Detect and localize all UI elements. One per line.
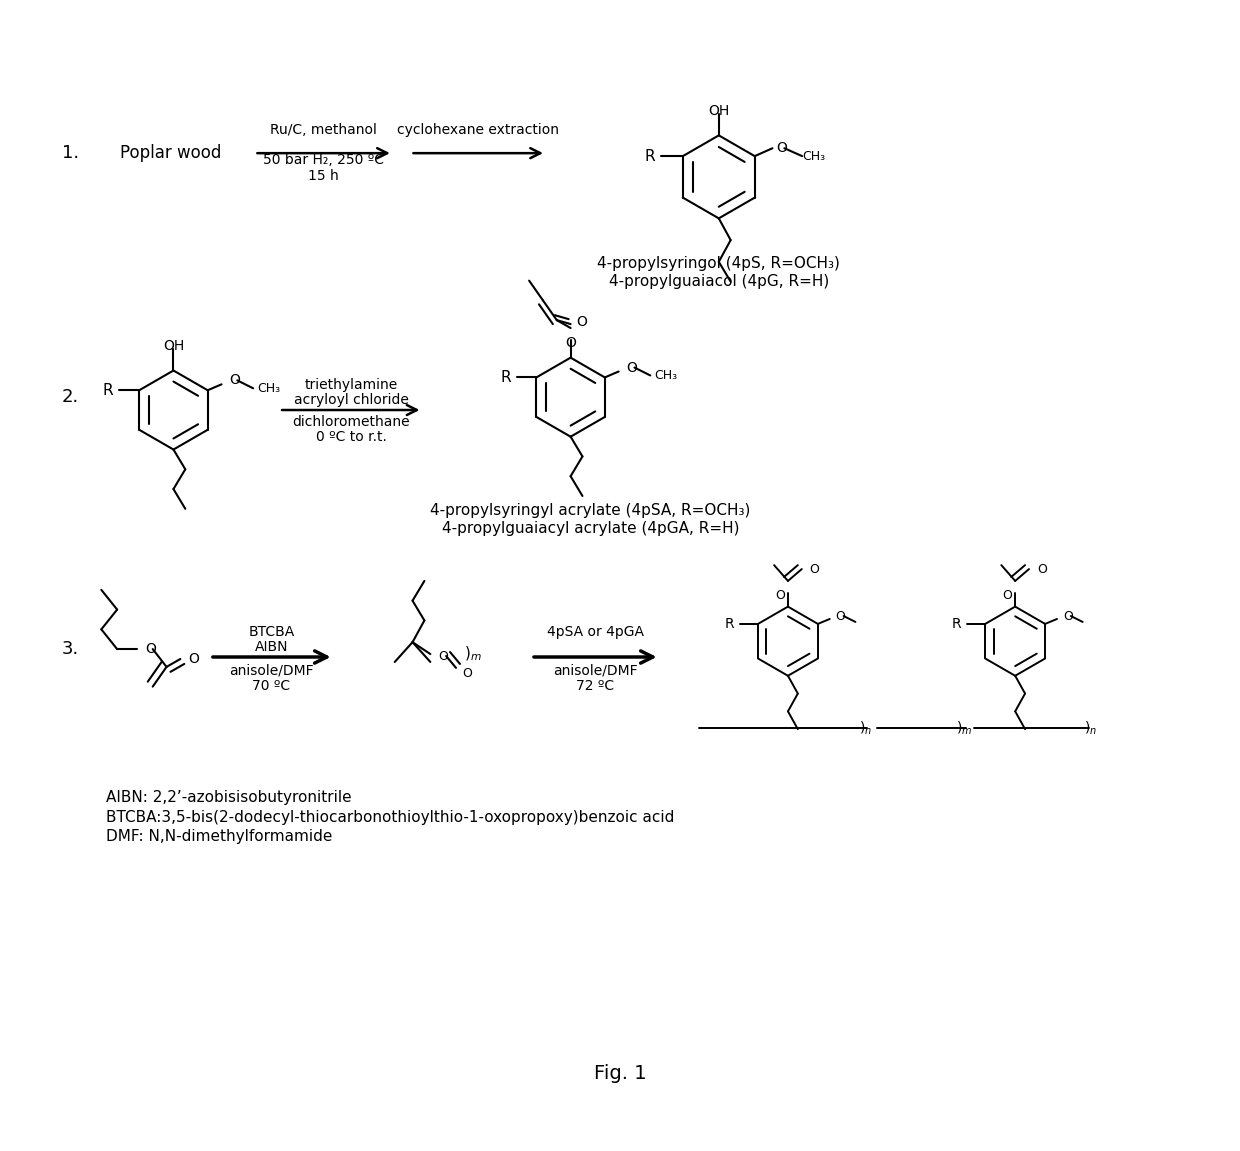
Text: 4-propylsyringyl acrylate (4pSA, R=OCH₃): 4-propylsyringyl acrylate (4pSA, R=OCH₃) — [430, 503, 750, 518]
Text: AIBN: AIBN — [254, 640, 288, 654]
Text: OH: OH — [162, 338, 184, 353]
Text: O: O — [810, 563, 820, 576]
Text: O: O — [577, 315, 588, 329]
Text: R: R — [952, 617, 961, 631]
Text: 15 h: 15 h — [309, 169, 339, 183]
Text: )$_m$: )$_m$ — [464, 645, 481, 663]
Text: O: O — [145, 642, 156, 656]
Text: anisole/DMF: anisole/DMF — [229, 664, 314, 678]
Text: AIBN: 2,2’-azobisisobutyronitrile: AIBN: 2,2’-azobisisobutyronitrile — [107, 790, 352, 805]
Text: O: O — [1063, 610, 1073, 623]
Text: CH₃: CH₃ — [257, 382, 280, 395]
Text: 2.: 2. — [62, 388, 79, 406]
Text: R: R — [645, 148, 655, 163]
Text: 50 bar H₂, 250 ºC: 50 bar H₂, 250 ºC — [263, 153, 384, 167]
Text: BTCBA: BTCBA — [248, 625, 294, 639]
Text: CH₃: CH₃ — [802, 150, 826, 162]
Text: Poplar wood: Poplar wood — [120, 144, 221, 162]
Text: acryloyl chloride: acryloyl chloride — [294, 394, 409, 407]
Text: O: O — [438, 649, 448, 663]
Text: BTCBA:3,5-bis(2-dodecyl-thiocarbonothioylthio-1-oxopropoxy)benzoic acid: BTCBA:3,5-bis(2-dodecyl-thiocarbonothioy… — [107, 809, 675, 824]
Text: O: O — [1002, 589, 1012, 602]
Text: dichloromethane: dichloromethane — [293, 414, 410, 429]
Text: 70 ºC: 70 ºC — [252, 679, 290, 693]
Text: R: R — [103, 383, 114, 398]
Text: O: O — [836, 610, 846, 623]
Text: 4pSA or 4pGA: 4pSA or 4pGA — [547, 625, 644, 639]
Text: CH₃: CH₃ — [655, 369, 677, 382]
Text: )$_n$: )$_n$ — [1084, 719, 1097, 737]
Text: anisole/DMF: anisole/DMF — [553, 664, 637, 678]
Text: )$_n$: )$_n$ — [859, 719, 872, 737]
Text: cyclohexane extraction: cyclohexane extraction — [397, 123, 559, 137]
Text: O: O — [463, 668, 471, 680]
Text: 72 ºC: 72 ºC — [577, 679, 614, 693]
Text: R: R — [500, 369, 511, 384]
Text: )$_m$: )$_m$ — [956, 719, 972, 737]
Text: O: O — [229, 373, 241, 388]
Text: triethylamine: triethylamine — [305, 379, 398, 392]
Text: O: O — [776, 142, 787, 155]
Text: O: O — [1037, 563, 1047, 576]
Text: Ru/C, methanol: Ru/C, methanol — [270, 123, 377, 137]
Text: OH: OH — [708, 104, 729, 117]
Text: 0 ºC to r.t.: 0 ºC to r.t. — [316, 429, 387, 443]
Text: 4-propylguaiacol (4pG, R=H): 4-propylguaiacol (4pG, R=H) — [609, 274, 828, 289]
Text: O: O — [565, 336, 577, 350]
Text: O: O — [626, 360, 637, 374]
Text: R: R — [724, 617, 734, 631]
Text: O: O — [775, 589, 785, 602]
Text: DMF: N,N-dimethylformamide: DMF: N,N-dimethylformamide — [107, 830, 332, 845]
Text: Fig. 1: Fig. 1 — [594, 1065, 646, 1083]
Text: 4-propylsyringol (4pS, R=OCH₃): 4-propylsyringol (4pS, R=OCH₃) — [598, 257, 841, 272]
Text: 1.: 1. — [62, 144, 79, 162]
Text: 3.: 3. — [62, 640, 79, 658]
Text: O: O — [188, 651, 200, 666]
Text: 4-propylguaiacyl acrylate (4pGA, R=H): 4-propylguaiacyl acrylate (4pGA, R=H) — [441, 521, 739, 536]
